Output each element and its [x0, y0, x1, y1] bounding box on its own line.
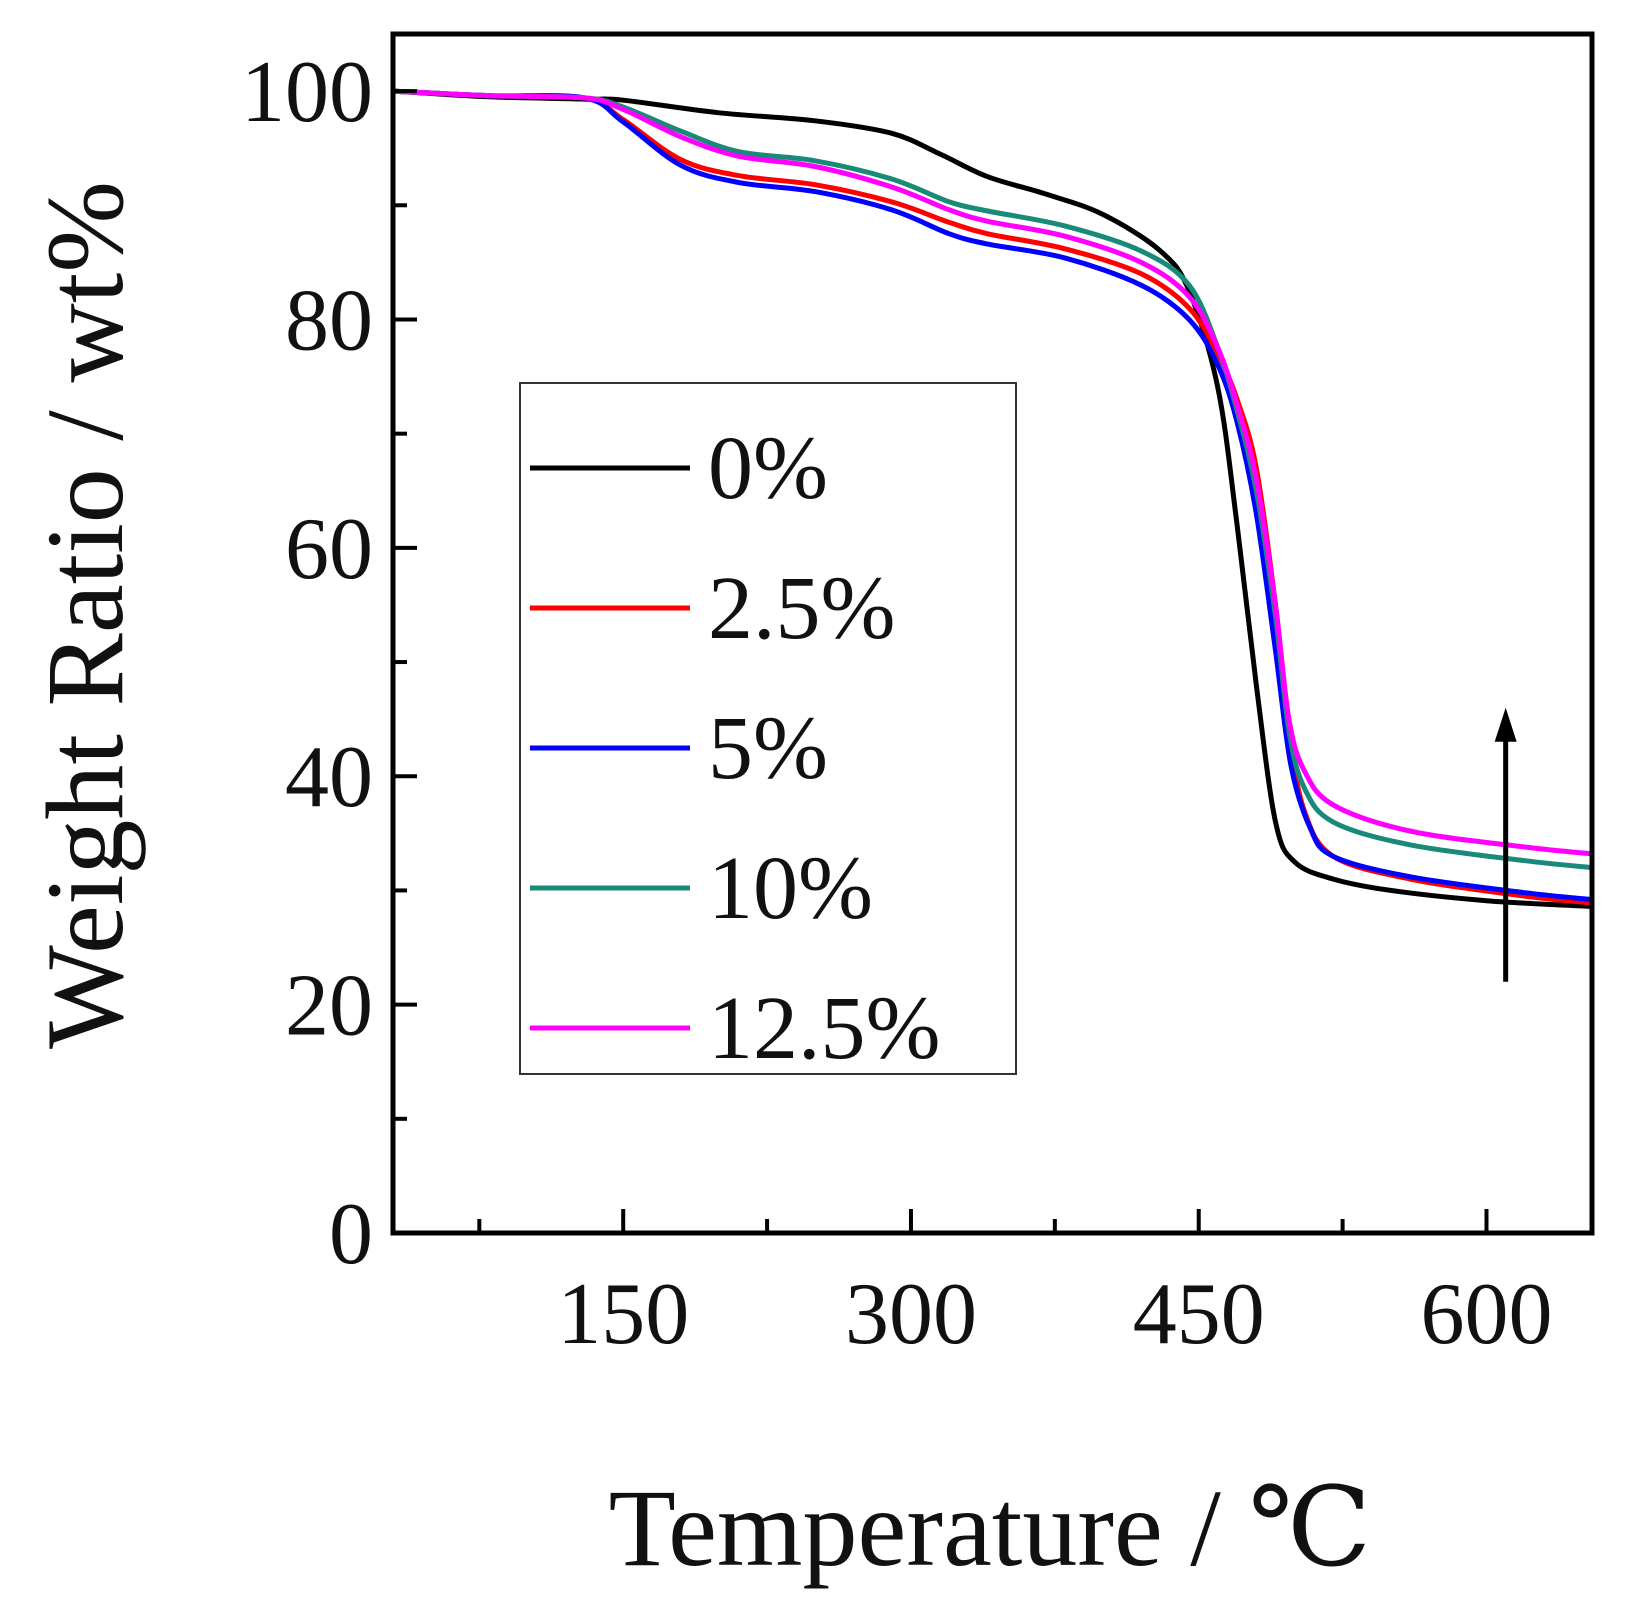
legend-label-3: 5%: [708, 699, 828, 798]
y-tick-label-20: 20: [285, 958, 373, 1055]
annotation-layer: [1494, 707, 1517, 982]
series-line-4: [390, 88, 1595, 871]
arrow-head-icon: [1494, 707, 1517, 742]
legend-label-2: 2.5%: [708, 559, 895, 658]
series-line-3: [390, 88, 1595, 903]
legend-label-5: 12.5%: [708, 979, 940, 1078]
axes-layer: 150 300 450 600 0 20 40 60 80 100: [241, 31, 1595, 1363]
x-tick-label-150: 150: [557, 1266, 689, 1363]
x-tick-label-450: 450: [1133, 1266, 1265, 1363]
plot-frame: [390, 31, 1595, 1236]
legend-label-4: 10%: [708, 839, 873, 938]
legend: 0% 2.5% 5% 10% 12.5%: [519, 382, 1017, 1078]
series-line-1: [390, 88, 1595, 909]
legend-box: [519, 382, 1017, 1075]
x-tick-label-600: 600: [1420, 1266, 1552, 1363]
y-tick-label-80: 80: [285, 272, 373, 369]
series-line-5: [390, 88, 1595, 857]
y-axis-title: Weight Ratio / wt%: [24, 181, 146, 1049]
y-tick-label-0: 0: [329, 1186, 373, 1283]
legend-label-1: 0%: [708, 419, 828, 518]
y-tick-label-60: 60: [285, 501, 373, 598]
x-tick-label-300: 300: [845, 1266, 977, 1363]
y-tick-label-40: 40: [285, 729, 373, 826]
y-tick-label-100: 100: [241, 44, 373, 141]
x-axis-title: Temperature / ℃: [609, 1467, 1372, 1589]
series-layer: [390, 88, 1595, 909]
